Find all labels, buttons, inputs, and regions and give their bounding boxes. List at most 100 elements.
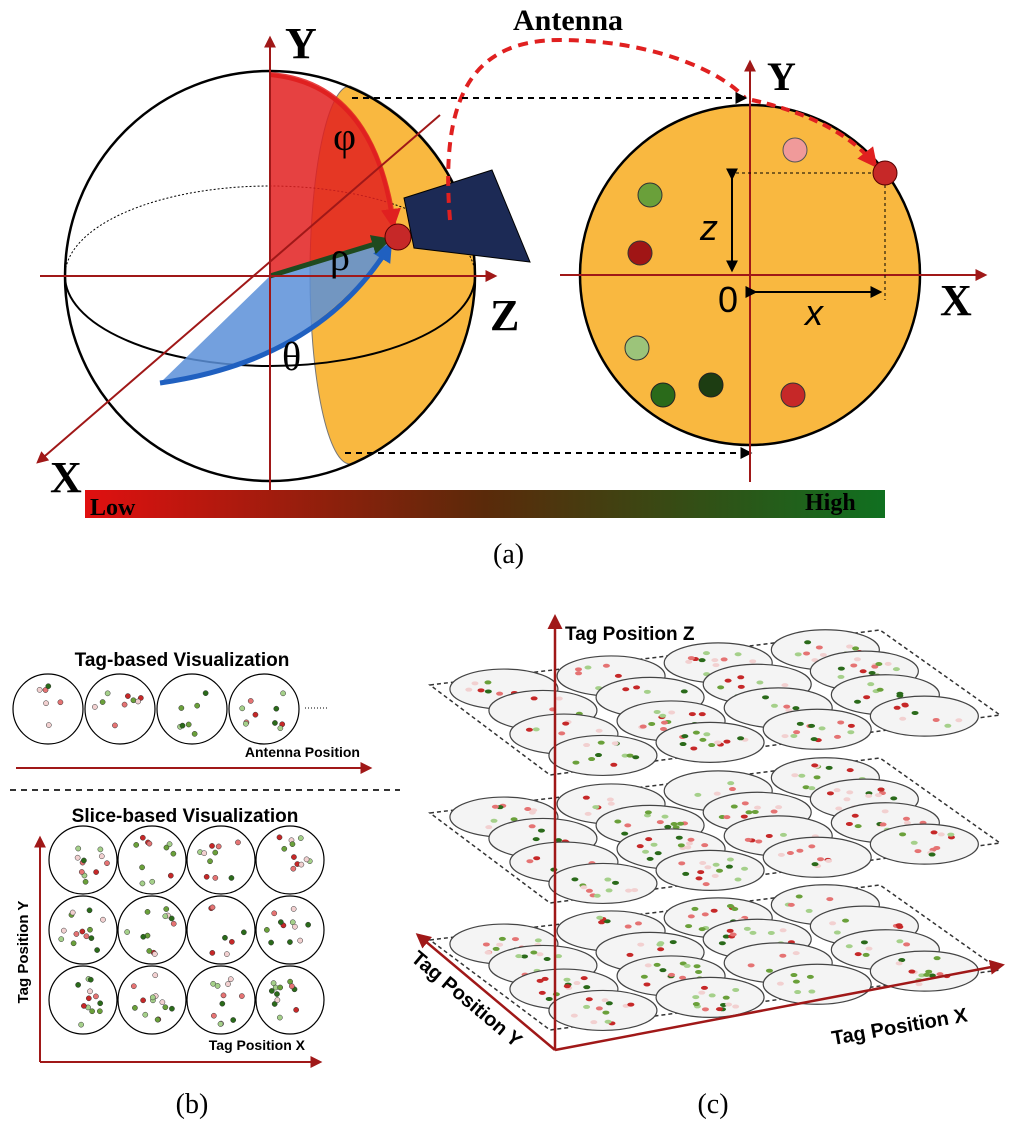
tag-dot [808,989,816,994]
tag-dot [837,720,845,725]
tag-dot [717,685,725,690]
tag-dot [82,878,89,885]
tag-dot [808,786,816,791]
tag-dot [756,680,764,685]
tag-dot [140,997,146,1004]
tag-dot [685,659,693,664]
tag-dot [202,690,209,696]
tag-dot [854,824,862,829]
slice-disc [255,825,325,895]
tag-dot [692,1002,700,1007]
slice-disc [117,965,187,1035]
tag-dot [191,731,198,737]
path-arrow [751,98,878,169]
tag-dot [792,979,800,984]
tag-dot [845,821,853,826]
tag-dot [691,906,699,911]
tag-dot [732,1004,740,1009]
tag-dot [734,652,742,657]
tag-dot [149,994,156,1001]
tag-dot [654,851,662,856]
slice-disc [762,836,872,878]
slice-disc [12,673,84,745]
slice-plane [428,884,1002,1032]
tag-dot [874,793,882,798]
tag-dot [297,937,304,944]
tag-dot [678,861,686,866]
tag-dot [777,852,785,857]
slice-disc [48,825,118,895]
tag-dot [751,809,759,814]
tag-dot [632,755,640,760]
tag-dot [846,644,854,649]
tag-dot [465,687,473,692]
slice-disc [186,895,256,965]
tag-dot [273,705,280,712]
tag-dot [679,742,687,747]
tag-dot [726,904,734,909]
tag-dot [648,721,656,726]
tag-dot [530,950,538,955]
tag-dot [695,876,703,881]
tag-dot [670,821,678,826]
tag-dot [725,1002,733,1007]
caption: (b) [176,1089,209,1120]
tag-dot [765,968,773,973]
tag-dot [806,974,814,979]
tag-dot [902,816,910,821]
tag-dot [796,848,804,853]
tag-dot [723,739,731,744]
y-axis [415,933,556,1051]
axis-label: Tag Position Z [565,624,695,645]
tag-dot [868,670,876,675]
tag-dot [209,843,215,849]
tag-dot [574,667,582,672]
tag-dot [485,825,493,830]
tag [627,240,653,266]
tag-dot [152,972,159,979]
tag-dot [881,809,889,814]
tag-dot [86,907,93,914]
tag-dot [139,864,145,871]
tag-dot [78,869,85,875]
tag-dot [274,997,281,1003]
tags [624,137,898,408]
tag [780,382,806,408]
tag-dot [163,906,170,912]
tag-dot [212,849,219,856]
tag-dot [298,861,305,868]
tag-dot [908,969,916,974]
tag-dot [60,927,67,934]
tag-dot [530,696,538,701]
tag-dot [170,850,177,857]
tag-dot [925,969,933,974]
tag-dot [43,700,49,707]
tag-dot [264,927,270,933]
tag-dot [846,790,854,795]
tag-dot [272,720,278,726]
slice-disc [117,825,187,895]
tag-dot [621,831,629,836]
tag-dot [583,743,591,748]
tag-dot [209,904,216,911]
tag-dot [687,656,695,661]
tag-dot [793,730,801,735]
tag-dot [132,1005,138,1011]
slice-disc [869,695,979,737]
x-axis [36,114,441,464]
tag-dot [217,1021,224,1027]
tag-dot [729,932,737,937]
tag-dot [290,865,297,872]
tag-dot [525,727,533,732]
tag-dot [98,853,105,860]
tag-dot [644,810,652,815]
tag-dot [471,681,479,686]
tag-dot [496,942,504,947]
tag-dot [779,928,787,933]
slice-disc [228,673,300,745]
tag-dot [698,927,706,932]
tag-dot [640,974,648,979]
tag-dot [543,957,551,962]
rho-label: ρ [330,234,350,279]
tag-dot [741,801,749,806]
